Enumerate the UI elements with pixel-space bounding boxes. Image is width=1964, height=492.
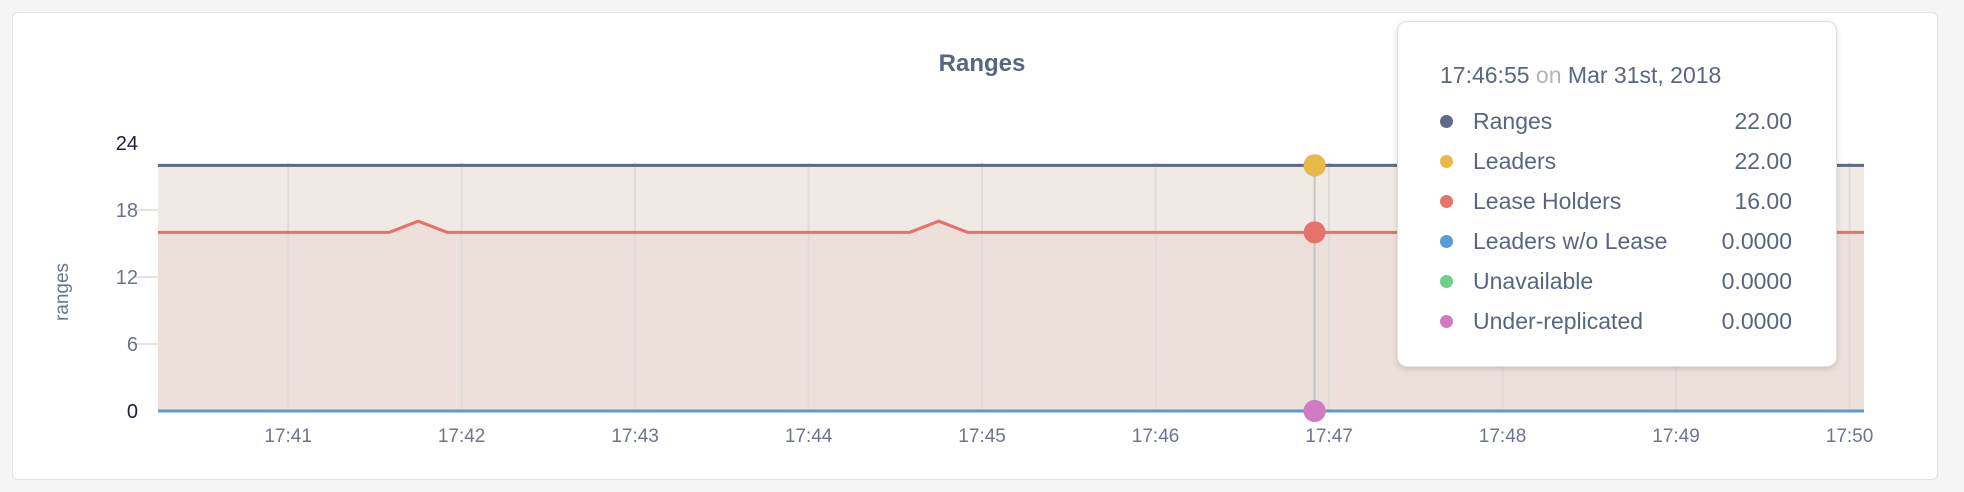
hover-point-leaders (1303, 154, 1326, 177)
x-tick-label: 17:42 (438, 426, 486, 447)
legend-dot-icon (1440, 114, 1453, 128)
y-axis-label: ranges (52, 263, 73, 321)
tooltip-series-value: 16.00 (1734, 187, 1792, 214)
x-tick-label: 17:50 (1826, 426, 1874, 447)
y-tick-label: 6 (127, 334, 138, 356)
hover-tooltip: 17:46:55 on Mar 31st, 2018 Ranges 22.00 Le… (1397, 21, 1837, 367)
tooltip-series-value: 22.00 (1734, 107, 1792, 134)
x-tick-label: 17:47 (1305, 426, 1353, 447)
x-tick-label: 17:49 (1652, 426, 1700, 447)
hover-point-under-replicated (1303, 400, 1326, 422)
tooltip-series-label: Lease Holders (1473, 187, 1622, 214)
legend-dot-icon (1440, 274, 1453, 288)
tooltip-series-label: Unavailable (1473, 267, 1594, 294)
tooltip-row: Leaders 22.00 (1440, 141, 1792, 181)
y-tick-label: 18 (116, 200, 138, 222)
legend-dot-icon (1440, 314, 1453, 328)
hover-point-lease-holders (1303, 221, 1326, 244)
tooltip-series-label: Ranges (1473, 107, 1553, 134)
tooltip-row: Lease Holders 16.00 (1440, 181, 1792, 221)
tooltip-series-label: Leaders w/o Lease (1473, 227, 1668, 254)
tooltip-row: Ranges 22.00 (1440, 101, 1792, 141)
legend-dot-icon (1440, 194, 1453, 208)
legend-dot-icon (1440, 234, 1453, 248)
y-tick-label: 0 (127, 401, 138, 423)
x-tick-label: 17:46 (1132, 426, 1180, 447)
tooltip-header: 17:46:55 on Mar 31st, 2018 (1440, 62, 1792, 89)
tooltip-series-label: Under-replicated (1473, 307, 1644, 334)
legend-dot-icon (1440, 154, 1453, 168)
tooltip-series-value: 22.00 (1734, 147, 1792, 174)
tooltip-time: 17:46:55 (1440, 62, 1530, 88)
x-tick-label: 17:44 (785, 426, 833, 447)
tooltip-on: on (1535, 62, 1562, 88)
y-tick-label: 24 (116, 133, 138, 155)
tooltip-series-value: 0.0000 (1721, 267, 1792, 294)
tooltip-date: Mar 31st, 2018 (1567, 62, 1722, 88)
tooltip-row: Under-replicated 0.0000 (1440, 301, 1792, 341)
x-tick-label: 17:48 (1479, 426, 1527, 447)
x-tick-label: 17:45 (958, 426, 1006, 447)
tooltip-series-value: 0.0000 (1721, 227, 1792, 254)
x-tick-label: 17:43 (611, 426, 659, 447)
tooltip-row: Unavailable 0.0000 (1440, 261, 1792, 301)
tooltip-series-value: 0.0000 (1721, 307, 1792, 334)
tooltip-series-label: Leaders (1473, 147, 1557, 174)
chart-title: Ranges (938, 50, 1026, 77)
x-tick-label: 17:41 (264, 426, 312, 447)
tooltip-row: Leaders w/o Lease 0.0000 (1440, 221, 1792, 261)
y-tick-label: 12 (116, 267, 138, 289)
